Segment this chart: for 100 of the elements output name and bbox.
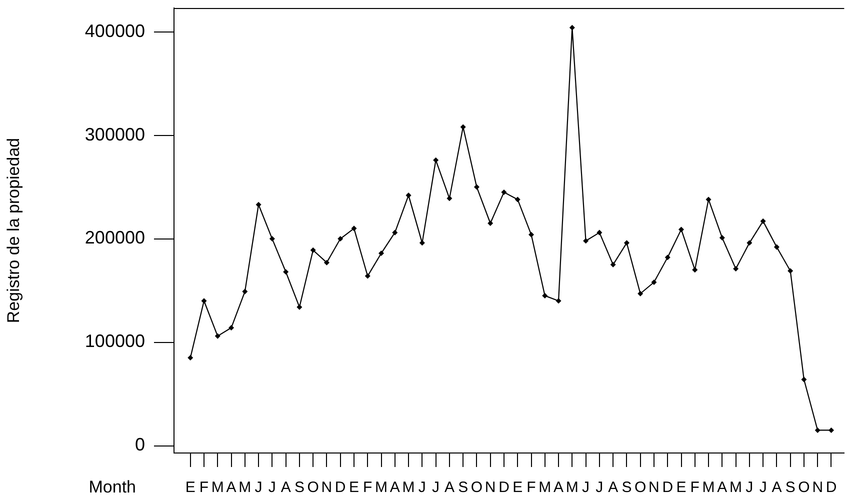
point <box>446 196 452 202</box>
point <box>624 240 630 246</box>
point <box>788 268 793 274</box>
point <box>610 262 616 268</box>
y-tick-label: 0 <box>134 434 145 455</box>
x-tick-label: S <box>294 479 304 496</box>
point <box>515 196 520 202</box>
x-tick-label: E <box>512 479 523 496</box>
point <box>501 190 507 195</box>
x-tick-label: O <box>798 479 810 496</box>
point <box>215 333 220 339</box>
x-tick-label: M <box>730 479 742 496</box>
point <box>378 250 384 256</box>
point <box>774 244 780 250</box>
x-tick-label: S <box>458 479 468 496</box>
x-tick-label: O <box>470 479 483 496</box>
point <box>392 230 398 236</box>
point <box>474 184 480 190</box>
point <box>338 236 343 242</box>
point <box>310 248 316 253</box>
point <box>801 376 807 382</box>
y-tick-label: 300000 <box>84 124 145 144</box>
x-tick-label: M <box>402 479 415 496</box>
x-tick-label: J <box>418 479 426 496</box>
x-tick-label: E <box>348 479 359 496</box>
point <box>583 238 588 244</box>
point <box>760 218 766 224</box>
point <box>692 267 698 272</box>
x-tick-label: F <box>526 479 536 496</box>
x-tick-label: F <box>199 479 209 496</box>
x-tick-label: J <box>746 479 754 496</box>
point <box>256 202 262 208</box>
x-tick-label: D <box>826 479 837 496</box>
x-tick-label: M <box>566 479 578 496</box>
point <box>570 25 575 30</box>
point <box>228 325 234 330</box>
x-tick-label: N <box>484 479 496 496</box>
x-tick-label: N <box>321 479 332 496</box>
point <box>242 288 248 294</box>
x-tick-label: M <box>211 479 224 496</box>
point <box>556 298 562 304</box>
x-tick-label: O <box>634 479 646 496</box>
x-tick-label: A <box>390 479 400 496</box>
x-tick-label: A <box>717 479 728 496</box>
point <box>828 428 834 433</box>
y-tick-label: 400000 <box>84 20 145 41</box>
x-tick-label: S <box>785 479 796 496</box>
point <box>488 220 493 226</box>
point <box>406 192 412 198</box>
x-tick-label: A <box>226 479 236 496</box>
x-tick-label: M <box>702 479 715 496</box>
point <box>638 291 643 296</box>
x-tick-label: D <box>662 479 674 496</box>
x-tick-label: A <box>608 479 618 496</box>
x-tick-label: A <box>554 479 564 496</box>
y-tick-label: 100000 <box>84 331 145 352</box>
x-tick-label: J <box>254 479 262 496</box>
x-tick-label: O <box>307 479 319 496</box>
x-tick-label: N <box>812 479 824 496</box>
x-tick-label: E <box>185 479 196 496</box>
x-tick-label: D <box>334 479 346 496</box>
x-tick-label: J <box>759 479 767 496</box>
point <box>596 230 602 236</box>
point <box>433 158 438 163</box>
x-tick-label: J <box>596 479 604 496</box>
y-axis-title: Registro de la propiedad <box>4 138 23 324</box>
point <box>365 273 370 279</box>
x-tick-label: N <box>648 479 660 496</box>
point <box>678 226 684 232</box>
point <box>542 293 548 298</box>
x-tick-label: F <box>363 479 372 496</box>
x-tick-label: M <box>238 479 252 496</box>
point <box>528 232 534 238</box>
point <box>651 280 657 285</box>
point <box>201 298 207 304</box>
y-tick-label: 200000 <box>84 228 145 248</box>
point <box>746 240 752 246</box>
point <box>706 196 712 202</box>
point <box>720 235 725 240</box>
point <box>351 226 357 232</box>
point <box>188 355 193 360</box>
point <box>665 254 670 260</box>
x-tick-label: E <box>676 479 686 496</box>
x-axis-title: Month <box>88 478 136 497</box>
x-tick-label: M <box>538 479 552 496</box>
point <box>815 428 820 433</box>
point <box>296 304 302 310</box>
x-tick-label: S <box>622 479 632 496</box>
x-tick-label: F <box>690 479 700 496</box>
point <box>324 260 330 266</box>
x-tick-label: J <box>432 479 440 496</box>
x-tick-label: M <box>375 479 388 496</box>
x-tick-label: A <box>280 479 291 496</box>
x-tick-label: A <box>772 479 782 496</box>
x-tick-label: J <box>268 479 276 496</box>
point <box>733 266 738 272</box>
point <box>283 269 288 274</box>
point <box>270 236 275 242</box>
x-tick-label: A <box>444 479 454 496</box>
point <box>420 240 425 246</box>
